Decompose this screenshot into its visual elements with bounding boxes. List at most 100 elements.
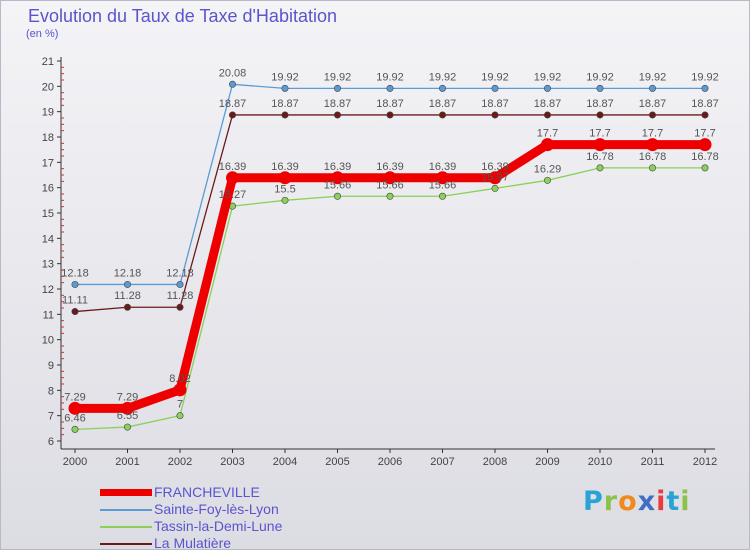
x-tick-label: 2000 (63, 456, 87, 468)
x-tick-label: 2011 (641, 456, 665, 468)
data-label: 12.18 (114, 267, 142, 279)
data-label: 15.66 (429, 179, 457, 191)
data-point (596, 111, 604, 119)
data-point (701, 111, 709, 119)
data-label: 7.29 (117, 391, 138, 403)
x-tick-label: 2005 (325, 456, 349, 468)
logo-letter: P (583, 486, 604, 517)
data-label: 15.66 (324, 179, 352, 191)
x-tick-label: 2007 (430, 456, 454, 468)
data-point (386, 84, 394, 92)
data-point (646, 138, 659, 152)
legend-item-tassin[interactable]: Tassin-la-Demi-Lune (100, 518, 360, 535)
data-point (541, 138, 554, 152)
data-point (488, 171, 502, 185)
proxiti-logo: Proxiti (583, 486, 691, 517)
legend-item-sainte-foy[interactable]: Sainte-Foy-lès-Lyon (100, 501, 360, 518)
data-label: 19.92 (691, 71, 719, 83)
data-point (229, 111, 237, 119)
x-tick-label: 2001 (115, 456, 139, 468)
data-label: 16.78 (691, 151, 719, 163)
data-label: 7 (177, 399, 183, 411)
y-tick-label: 12 (42, 284, 54, 296)
data-point (281, 111, 289, 119)
data-point (543, 84, 551, 92)
legend-label-tassin: Tassin-la-Demi-Lune (154, 518, 283, 534)
y-tick-label: 21 (42, 56, 54, 68)
legend-item-francheville[interactable]: FRANCHEVILLE (100, 484, 360, 501)
data-label: 6.46 (64, 412, 85, 424)
data-label: 12.18 (166, 267, 194, 279)
data-label: 16.39 (324, 161, 352, 173)
data-point (333, 192, 341, 200)
data-point (229, 80, 237, 88)
data-point (596, 84, 604, 92)
data-label: 8.02 (169, 373, 190, 385)
chart-subtitle: (en %) (26, 28, 59, 40)
data-label: 19.92 (324, 71, 352, 83)
legend-item-la-mulatiere[interactable]: La Mulatière (100, 535, 360, 552)
data-label: 16.78 (586, 151, 614, 163)
data-point (593, 138, 607, 152)
data-label: 19.92 (481, 71, 509, 83)
data-label: 18.87 (691, 98, 719, 110)
data-label: 12.18 (61, 267, 89, 279)
data-label: 16.39 (376, 161, 404, 173)
x-tick-label: 2003 (220, 456, 244, 468)
data-label: 7.29 (64, 391, 85, 403)
data-point (438, 111, 446, 119)
legend-label-la-mulatiere: La Mulatière (154, 535, 232, 551)
data-point (124, 280, 132, 288)
data-label: 19.92 (271, 71, 299, 83)
data-point (436, 171, 449, 185)
logo-letter: r (603, 486, 619, 517)
y-tick-label: 6 (48, 436, 54, 448)
data-point (386, 192, 394, 200)
x-tick-label: 2006 (378, 456, 402, 468)
data-label: 18.87 (639, 98, 667, 110)
y-tick-label: 7 (48, 411, 54, 423)
data-point (333, 111, 341, 119)
data-point (176, 303, 184, 311)
y-tick-label: 8 (48, 385, 54, 397)
x-tick-label: 2008 (483, 456, 507, 468)
data-label: 19.92 (429, 71, 457, 83)
data-point (543, 111, 551, 119)
data-label: 11.28 (114, 290, 141, 302)
data-point (124, 423, 132, 431)
data-point (648, 164, 656, 172)
data-label: 18.87 (534, 98, 562, 110)
y-tick-label: 13 (42, 259, 54, 271)
data-point (648, 111, 656, 119)
data-label: 18.87 (324, 98, 352, 110)
data-point (331, 171, 344, 185)
data-point (71, 425, 79, 433)
data-point (491, 184, 499, 192)
data-label: 17.7 (589, 128, 610, 140)
data-label: 15.5 (274, 183, 295, 195)
data-label: 20.08 (219, 67, 247, 79)
data-point (698, 138, 712, 152)
y-tick-label: 18 (42, 132, 54, 144)
data-label: 11.11 (62, 295, 88, 307)
data-label: 17.7 (537, 128, 558, 140)
legend-label-sainte-foy: Sainte-Foy-lès-Lyon (154, 501, 279, 517)
y-tick-label: 20 (42, 81, 54, 93)
data-label: 15.66 (376, 179, 404, 191)
data-point (278, 171, 292, 185)
data-label: 17.7 (642, 128, 663, 140)
y-tick-label: 11 (43, 309, 54, 321)
data-label: 19.92 (534, 71, 562, 83)
x-tick-label: 2004 (273, 456, 297, 468)
legend-swatch-sainte-foy (100, 509, 152, 511)
data-point (71, 308, 79, 316)
data-point (386, 111, 394, 119)
data-point (383, 171, 397, 185)
data-label: 18.87 (271, 98, 299, 110)
logo-letter: o (618, 486, 638, 517)
data-label: 17.7 (694, 128, 715, 140)
legend-label-francheville: FRANCHEVILLE (154, 484, 260, 500)
logo-letter: i (680, 486, 691, 517)
data-point (491, 84, 499, 92)
